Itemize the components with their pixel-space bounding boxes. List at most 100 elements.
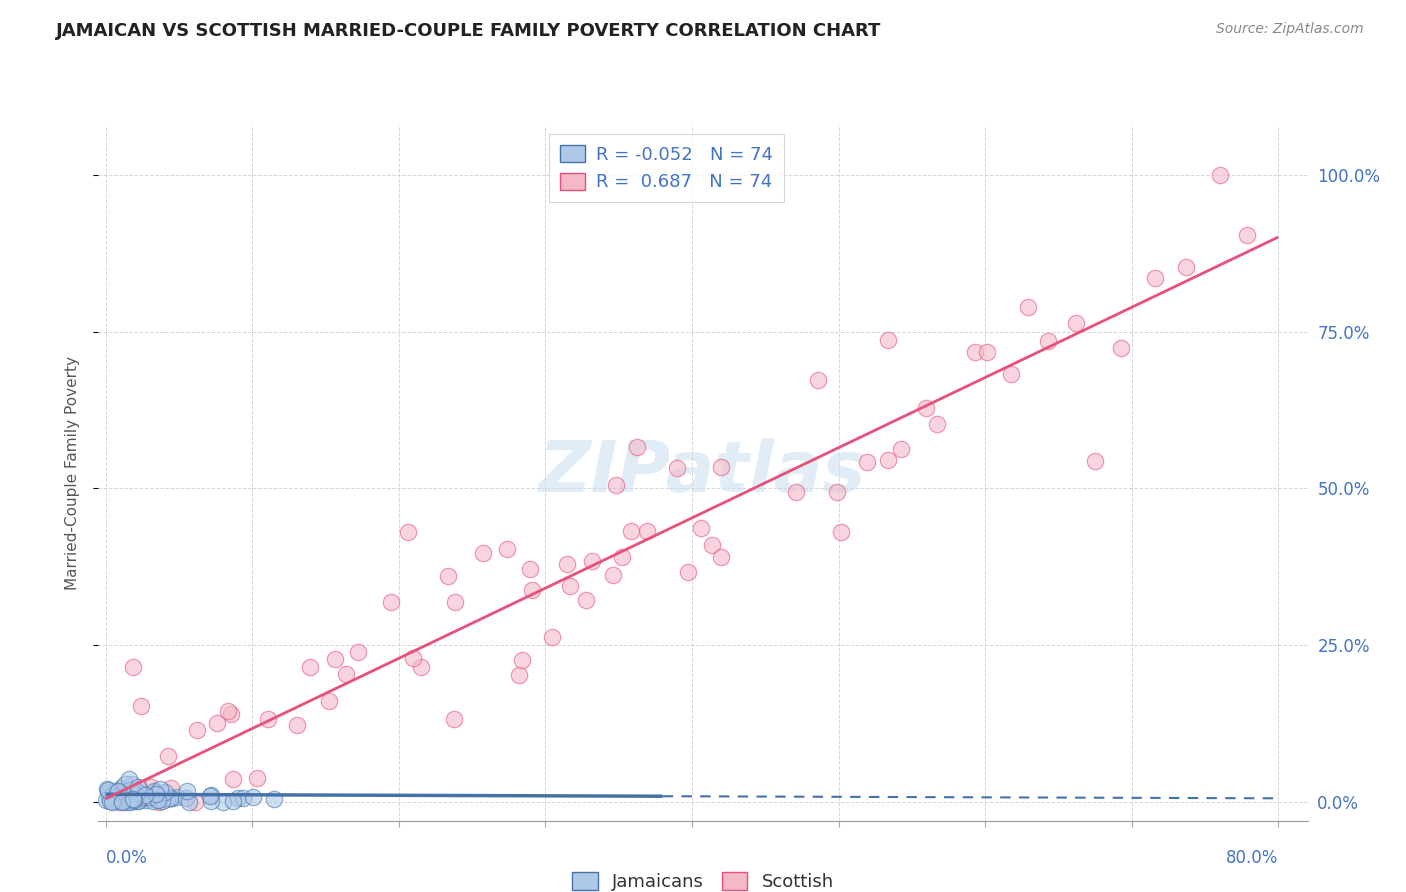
- Point: [346, 645, 368, 659]
- Point: [124, 787, 146, 801]
- Point: [1000, 367, 1022, 381]
- Point: [149, 781, 172, 796]
- Text: ZIPatlas: ZIPatlas: [540, 438, 866, 508]
- Point: [111, 794, 134, 808]
- Point: [129, 787, 152, 801]
- Point: [111, 795, 134, 809]
- Point: [174, 791, 197, 805]
- Point: [115, 784, 138, 798]
- Point: [125, 794, 148, 808]
- Point: [976, 345, 998, 359]
- Point: [96, 781, 118, 796]
- Point: [1236, 227, 1258, 242]
- Point: [1084, 453, 1107, 467]
- Point: [496, 541, 519, 556]
- Point: [519, 562, 541, 576]
- Point: [636, 524, 658, 538]
- Point: [1064, 316, 1087, 330]
- Point: [108, 791, 131, 805]
- Point: [226, 790, 249, 805]
- Point: [520, 583, 543, 598]
- Point: [142, 794, 165, 808]
- Point: [146, 793, 169, 807]
- Point: [285, 718, 308, 732]
- Point: [115, 791, 138, 805]
- Point: [159, 780, 181, 795]
- Point: [927, 417, 949, 432]
- Point: [122, 791, 145, 805]
- Point: [132, 789, 155, 804]
- Point: [877, 453, 900, 467]
- Point: [263, 792, 285, 806]
- Point: [807, 373, 830, 387]
- Point: [1036, 334, 1059, 348]
- Point: [1017, 300, 1039, 314]
- Point: [176, 784, 198, 798]
- Point: [200, 788, 222, 802]
- Point: [98, 791, 121, 805]
- Point: [212, 795, 235, 809]
- Point: [122, 792, 145, 806]
- Point: [581, 554, 603, 568]
- Point: [436, 569, 458, 583]
- Point: [101, 788, 124, 802]
- Point: [612, 549, 634, 564]
- Point: [125, 785, 148, 799]
- Text: 80.0%: 80.0%: [1226, 849, 1278, 867]
- Point: [830, 524, 852, 539]
- Point: [110, 781, 132, 796]
- Point: [108, 789, 131, 803]
- Point: [709, 460, 731, 475]
- Point: [1175, 260, 1198, 274]
- Point: [555, 557, 578, 571]
- Point: [166, 790, 188, 805]
- Point: [150, 792, 173, 806]
- Point: [380, 595, 402, 609]
- Point: [118, 782, 141, 797]
- Point: [558, 579, 581, 593]
- Point: [222, 772, 245, 786]
- Point: [101, 795, 124, 809]
- Point: [114, 795, 136, 809]
- Point: [186, 723, 208, 738]
- Point: [143, 784, 166, 798]
- Point: [541, 631, 564, 645]
- Point: [710, 549, 733, 564]
- Point: [335, 666, 357, 681]
- Text: Source: ZipAtlas.com: Source: ZipAtlas.com: [1216, 22, 1364, 37]
- Point: [150, 794, 173, 808]
- Point: [120, 795, 142, 809]
- Point: [105, 785, 128, 799]
- Point: [139, 790, 162, 805]
- Point: [402, 651, 425, 665]
- Point: [118, 793, 141, 807]
- Text: 0.0%: 0.0%: [105, 849, 148, 867]
- Point: [232, 791, 254, 805]
- Point: [97, 783, 120, 797]
- Point: [129, 699, 152, 714]
- Point: [108, 795, 131, 809]
- Point: [855, 455, 877, 469]
- Point: [114, 777, 136, 791]
- Point: [1209, 168, 1232, 182]
- Point: [105, 785, 128, 799]
- Point: [409, 660, 432, 674]
- Point: [121, 777, 143, 791]
- Point: [121, 788, 143, 802]
- Point: [198, 789, 221, 804]
- Point: [98, 786, 121, 800]
- Legend: Jamaicans, Scottish: Jamaicans, Scottish: [561, 862, 845, 892]
- Point: [299, 659, 322, 673]
- Point: [443, 712, 465, 726]
- Point: [156, 792, 179, 806]
- Point: [159, 791, 181, 805]
- Point: [111, 795, 134, 809]
- Point: [122, 660, 145, 674]
- Point: [145, 785, 167, 799]
- Point: [1109, 341, 1132, 355]
- Point: [104, 789, 127, 803]
- Point: [98, 794, 121, 808]
- Point: [602, 568, 624, 582]
- Point: [107, 784, 129, 798]
- Point: [207, 716, 229, 731]
